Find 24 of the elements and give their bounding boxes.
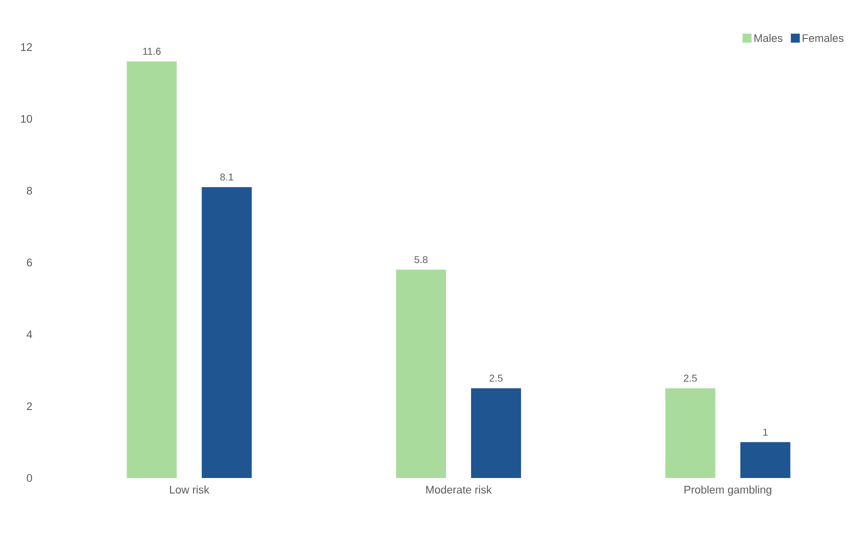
y-tick-label: 0 [26, 474, 32, 482]
bar [471, 388, 522, 478]
data-label: 1 [763, 428, 768, 436]
y-tick-label: 12 [21, 43, 32, 51]
x-tick-label: Problem gambling [684, 486, 772, 496]
data-label: 5.8 [414, 256, 428, 264]
legend-label: Females [802, 34, 844, 42]
x-tick-label: Low risk [170, 486, 210, 494]
x-tick-label: Moderate risk [426, 486, 492, 494]
y-tick-label: 2 [26, 402, 32, 410]
bar [126, 61, 177, 478]
bar [665, 388, 716, 478]
y-tick-label: 10 [21, 114, 32, 123]
data-label: 2.5 [490, 374, 503, 382]
data-label: 11.6 [143, 48, 161, 55]
data-label: 8.1 [220, 174, 234, 181]
bar [740, 442, 790, 478]
y-tick-label: 4 [26, 330, 32, 338]
y-tick-label: 6 [26, 258, 32, 266]
y-tick-label: 8 [26, 186, 32, 195]
data-label: 2.5 [684, 374, 697, 382]
bar [202, 187, 252, 478]
legend-label: Males [754, 34, 782, 42]
bar [396, 270, 446, 478]
